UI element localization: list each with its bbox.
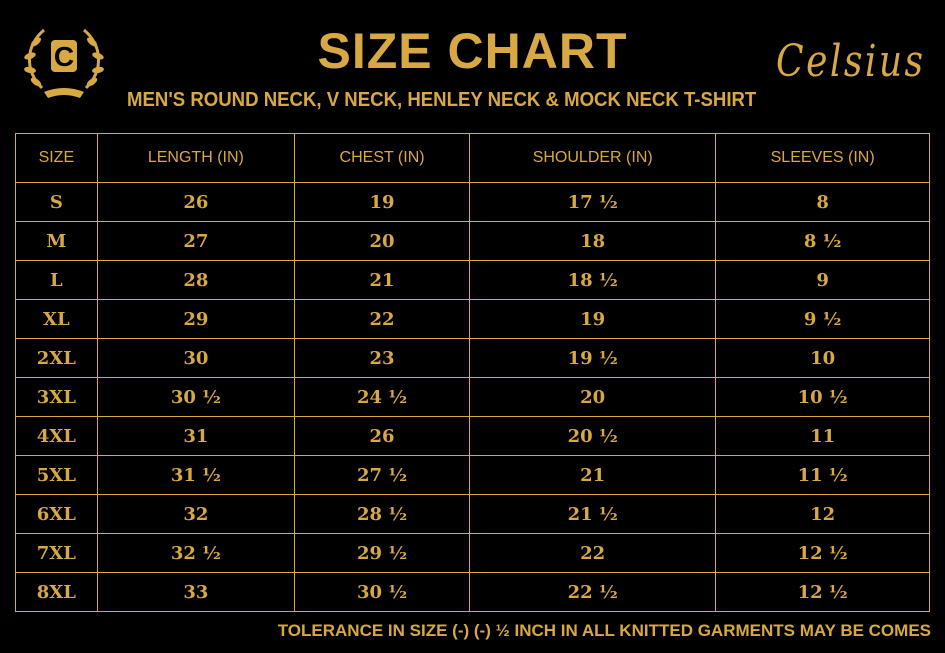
page-subtitle: MEN'S ROUND NECK, V NECK, HENLEY NECK & … (127, 89, 757, 111)
table-cell: 32 ½ (96, 533, 296, 573)
table-cell: 21 ½ (469, 494, 717, 534)
table-cell: 28 ½ (294, 494, 471, 534)
table-cell: 30 ½ (294, 572, 471, 612)
table-row: M 27 20 18 8 ½ (15, 221, 930, 261)
table-cell: 5XL (15, 455, 98, 495)
table-cell: 9 ½ (715, 299, 930, 339)
size-table: SIZE LENGTH (IN) CHEST (IN) SHOULDER (IN) SL… (15, 133, 930, 612)
table-cell: 23 (294, 338, 471, 378)
table-cell: 8XL (15, 572, 98, 612)
table-cell: 24 ½ (294, 377, 471, 417)
table-cell: 31 (96, 416, 296, 456)
table-cell: S (15, 182, 98, 222)
table-row: XL 29 22 19 9 ½ (15, 299, 930, 339)
table-cell: 7XL (15, 533, 98, 573)
table-cell: 30 ½ (96, 377, 296, 417)
table-cell: 22 (469, 533, 717, 573)
table-cell: 19 (469, 299, 717, 339)
table-cell: 18 (469, 221, 717, 261)
table-cell: 27 (96, 221, 296, 261)
table-cell: 30 (96, 338, 296, 378)
table-cell: 27 ½ (294, 455, 471, 495)
table-cell: 19 ½ (469, 338, 717, 378)
table-cell: 17 ½ (469, 182, 717, 222)
table-cell: 19 (294, 182, 471, 222)
table-cell: 2XL (15, 338, 98, 378)
table-cell: 18 ½ (469, 260, 717, 300)
table-cell: 8 (715, 182, 930, 222)
table-cell: 12 ½ (715, 572, 930, 612)
table-cell: 4XL (15, 416, 98, 456)
column-header: SLEEVES (IN) (715, 133, 930, 183)
column-header: CHEST (IN) (294, 133, 471, 183)
tolerance-note: TOLERANCE IN SIZE (-) (-) ½ INCH IN ALL … (277, 621, 931, 640)
table-cell: 12 (715, 494, 930, 534)
table-cell: L (15, 260, 98, 300)
table-cell: 21 (294, 260, 471, 300)
table-cell: 8 ½ (715, 221, 930, 261)
table-cell: 22 (294, 299, 471, 339)
svg-text:C: C (54, 41, 74, 72)
table-cell: M (15, 221, 98, 261)
column-header: SHOULDER (IN) (469, 133, 717, 183)
table-row: 4XL 31 26 20 ½ 11 (15, 416, 930, 456)
column-header: LENGTH (IN) (96, 133, 296, 183)
table-cell: 31 ½ (96, 455, 296, 495)
table-cell: 12 ½ (715, 533, 930, 573)
page-title: SIZE CHART (317, 23, 628, 79)
table-cell: 20 (294, 221, 471, 261)
column-header: SIZE (15, 133, 98, 183)
table-row: 2XL 30 23 19 ½ 10 (15, 338, 930, 378)
table-cell: 28 (96, 260, 296, 300)
table-header-row: SIZE LENGTH (IN) CHEST (IN) SHOULDER (IN) SL… (15, 133, 930, 183)
table-row: 5XL 31 ½ 27 ½ 21 11 ½ (15, 455, 930, 495)
table-row: 6XL 32 28 ½ 21 ½ 12 (15, 494, 930, 534)
table-cell: 33 (96, 572, 296, 612)
table-row: 7XL 32 ½ 29 ½ 22 12 ½ (15, 533, 930, 573)
table-cell: 29 (96, 299, 296, 339)
table-row: 3XL 30 ½ 24 ½ 20 10 ½ (15, 377, 930, 417)
table-cell: 20 (469, 377, 717, 417)
table-cell: 10 (715, 338, 930, 378)
table-cell: 32 (96, 494, 296, 534)
celsius-logo-icon: C (24, 28, 104, 98)
table-cell: 20 ½ (469, 416, 717, 456)
brand-name: Celsius (776, 36, 926, 87)
table-cell: 6XL (15, 494, 98, 534)
table-cell: 11 ½ (715, 455, 930, 495)
table-cell: 10 ½ (715, 377, 930, 417)
table-cell: 21 (469, 455, 717, 495)
table-cell: 3XL (15, 377, 98, 417)
table-cell: 26 (96, 182, 296, 222)
table-cell: XL (15, 299, 98, 339)
table-cell: 22 ½ (469, 572, 717, 612)
table-cell: 29 ½ (294, 533, 471, 573)
table-cell: 26 (294, 416, 471, 456)
table-cell: 9 (715, 260, 930, 300)
table-cell: 11 (715, 416, 930, 456)
table-row: 8XL 33 30 ½ 22 ½ 12 ½ (15, 572, 930, 612)
